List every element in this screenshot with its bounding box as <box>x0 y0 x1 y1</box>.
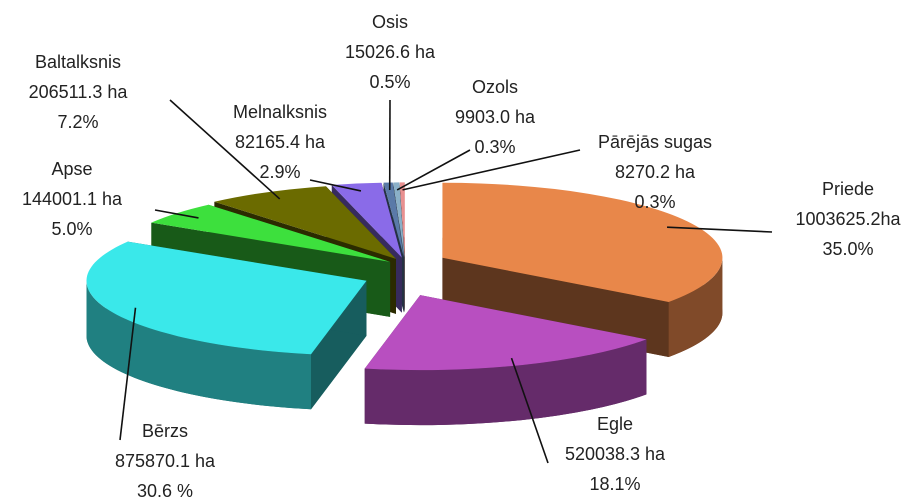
data-label: 15026.6 ha <box>345 42 436 62</box>
slice-label: Egle <box>597 414 633 434</box>
slice-wall <box>364 339 647 426</box>
slice-label: Melnalksnis <box>233 102 327 122</box>
slice <box>86 241 367 410</box>
slice-label: Osis <box>372 12 408 32</box>
data-label: 1003625.2ha <box>795 209 901 229</box>
leader-line <box>510 357 549 464</box>
slice-top <box>399 182 405 258</box>
slice-label: Baltalksnis <box>35 52 121 72</box>
leader-line <box>396 149 471 191</box>
data-label: 8270.2 ha <box>615 162 696 182</box>
slice-label: Pārējās sugas <box>598 132 712 152</box>
data-label: 520038.3 ha <box>565 444 666 464</box>
data-label: 30.6 % <box>137 481 193 501</box>
data-label: 0.3% <box>474 137 515 157</box>
data-label: 0.3% <box>634 192 675 212</box>
slice-label: Bērzs <box>142 421 188 441</box>
slice-wall <box>86 280 312 410</box>
slice <box>364 295 647 426</box>
data-label: 18.1% <box>589 474 640 494</box>
data-label: 5.0% <box>51 219 92 239</box>
data-label: 875870.1 ha <box>115 451 216 471</box>
data-label: 35.0% <box>822 239 873 259</box>
leader-line <box>402 149 581 191</box>
leader-line <box>309 179 362 192</box>
slice-side <box>442 257 669 357</box>
slice <box>442 182 723 357</box>
slice-top <box>331 182 402 258</box>
data-label: 2.9% <box>259 162 300 182</box>
leader-line <box>667 226 773 233</box>
data-label: 82165.4 ha <box>235 132 326 152</box>
slice-wall <box>668 257 723 357</box>
slice-label: Ozols <box>472 77 518 97</box>
slice-top <box>364 295 647 371</box>
slice-top <box>383 182 404 258</box>
slice-top <box>393 182 405 258</box>
leader-line <box>169 99 281 200</box>
slice-top <box>442 182 723 302</box>
leader-line <box>119 307 137 441</box>
slice-label: Priede <box>822 179 874 199</box>
slice-top <box>151 204 391 262</box>
slice-label: Apse <box>51 159 92 179</box>
data-label: 206511.3 ha <box>29 82 129 102</box>
slice-top <box>86 241 367 355</box>
leader-line <box>154 209 199 219</box>
slice-top <box>214 186 396 259</box>
data-label: 7.2% <box>57 112 98 132</box>
data-label: 144001.1 ha <box>22 189 123 209</box>
data-label: 9903.0 ha <box>455 107 536 127</box>
data-label: 0.5% <box>369 72 410 92</box>
